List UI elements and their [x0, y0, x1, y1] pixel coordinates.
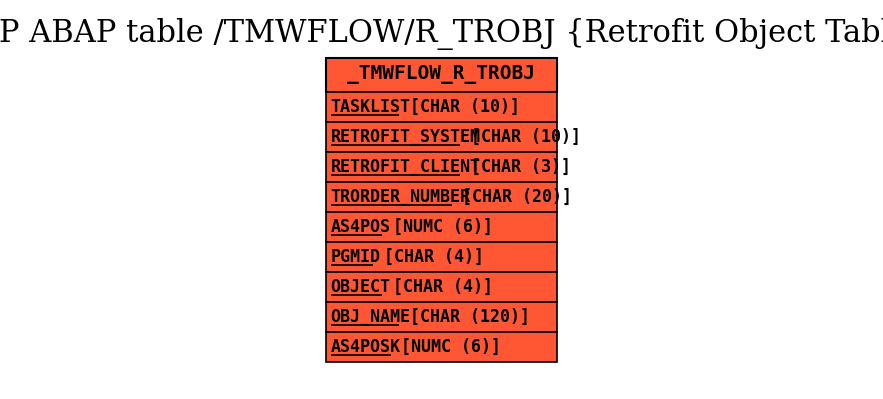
Text: [CHAR (10)]: [CHAR (10)]	[461, 128, 581, 146]
Text: RETROFIT_CLIENT: RETROFIT_CLIENT	[330, 158, 480, 176]
Bar	[326, 58, 556, 92]
Bar	[326, 302, 556, 332]
Bar	[326, 182, 556, 212]
Text: OBJECT: OBJECT	[330, 278, 390, 296]
Text: PGMID: PGMID	[330, 248, 381, 266]
Bar	[326, 152, 556, 182]
Text: OBJ_NAME: OBJ_NAME	[330, 308, 411, 326]
Text: [CHAR (4)]: [CHAR (4)]	[382, 278, 493, 296]
Bar	[326, 92, 556, 122]
Bar	[326, 332, 556, 362]
Text: TASKLIST: TASKLIST	[330, 98, 411, 116]
Text: [CHAR (20)]: [CHAR (20)]	[452, 188, 572, 206]
Text: [CHAR (120)]: [CHAR (120)]	[400, 308, 530, 326]
Text: [CHAR (3)]: [CHAR (3)]	[461, 158, 571, 176]
Text: TRORDER_NUMBER: TRORDER_NUMBER	[330, 188, 471, 206]
Text: AS4POS: AS4POS	[330, 218, 390, 236]
Text: AS4POSK: AS4POSK	[330, 338, 401, 356]
Text: _TMWFLOW_R_TROBJ: _TMWFLOW_R_TROBJ	[347, 65, 535, 85]
Text: [CHAR (10)]: [CHAR (10)]	[400, 98, 520, 116]
Text: SAP ABAP table /TMWFLOW/R_TROBJ {Retrofit Object Table}: SAP ABAP table /TMWFLOW/R_TROBJ {Retrofi…	[0, 18, 883, 50]
Text: RETROFIT_SYSTEM: RETROFIT_SYSTEM	[330, 128, 480, 146]
Text: [NUMC (6)]: [NUMC (6)]	[382, 218, 493, 236]
Text: [NUMC (6)]: [NUMC (6)]	[391, 338, 502, 356]
Bar	[326, 122, 556, 152]
Bar	[326, 212, 556, 242]
Text: [CHAR (4)]: [CHAR (4)]	[374, 248, 484, 266]
Bar	[326, 272, 556, 302]
Bar	[326, 242, 556, 272]
